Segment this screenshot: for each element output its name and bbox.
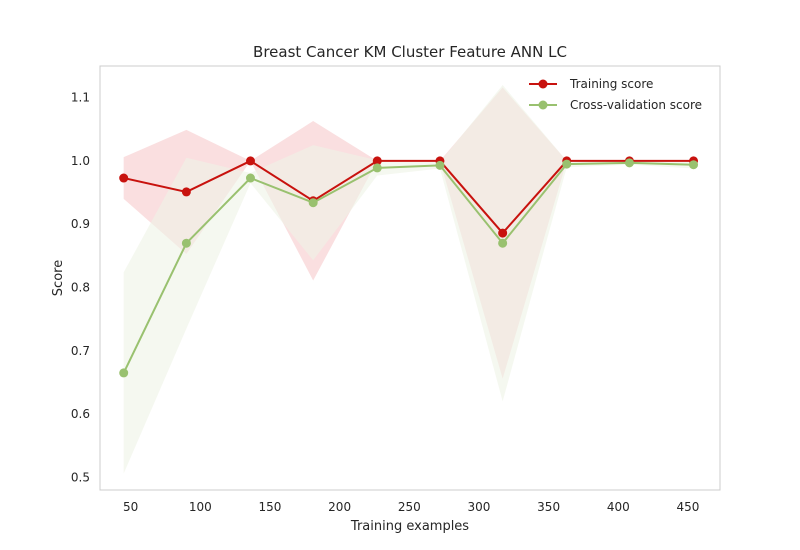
line-cross-validation (122, 161, 694, 374)
legend-label: Cross-validation score (570, 98, 702, 112)
x-tick-label: 400 (607, 500, 630, 514)
legend-marker (538, 100, 548, 110)
x-tick-label: 150 (259, 500, 282, 514)
x-axis-label: Training examples (350, 519, 469, 534)
x-axis-ticks: 50 100 150 200 250 300 350 400 450 (123, 500, 699, 514)
point-training (372, 156, 382, 166)
y-tick-label: 1.0 (71, 154, 90, 168)
point-training (181, 187, 191, 197)
x-tick-label: 450 (677, 500, 700, 514)
y-tick-label: 0.7 (71, 344, 90, 358)
point-cross-validation (689, 160, 699, 170)
y-tick-label: 0.9 (71, 217, 90, 231)
point-cross-validation (435, 160, 445, 170)
point-training (245, 156, 255, 166)
point-training (119, 173, 129, 183)
y-axis-ticks: 0.5 0.6 0.7 0.8 0.9 1.0 1.1 (71, 91, 90, 485)
point-cross-validation (181, 238, 191, 248)
point-cross-validation (624, 158, 634, 168)
x-tick-label: 100 (189, 500, 212, 514)
line-training (123, 159, 694, 235)
y-tick-label: 0.5 (71, 470, 90, 484)
x-tick-label: 50 (123, 500, 138, 514)
point-cross-validation (119, 368, 129, 378)
legend: Training score Cross-validation score (529, 77, 702, 112)
point-cross-validation (245, 173, 255, 183)
legend-marker (538, 79, 548, 89)
point-cross-validation (372, 163, 382, 173)
y-tick-label: 0.6 (71, 407, 90, 421)
y-axis-label: Score (51, 260, 66, 296)
x-tick-label: 300 (468, 500, 491, 514)
x-tick-label: 350 (537, 500, 560, 514)
series-lines (119, 156, 699, 378)
point-cross-validation (562, 159, 572, 169)
point-cross-validation (498, 238, 508, 248)
legend-label: Training score (569, 77, 653, 91)
chart-title: Breast Cancer KM Cluster Feature ANN LC (253, 43, 567, 61)
x-tick-label: 200 (328, 500, 351, 514)
y-tick-label: 0.8 (71, 280, 90, 294)
point-cross-validation (308, 198, 318, 208)
point-training (498, 228, 508, 238)
x-tick-label: 250 (398, 500, 421, 514)
y-tick-label: 1.1 (71, 91, 90, 105)
